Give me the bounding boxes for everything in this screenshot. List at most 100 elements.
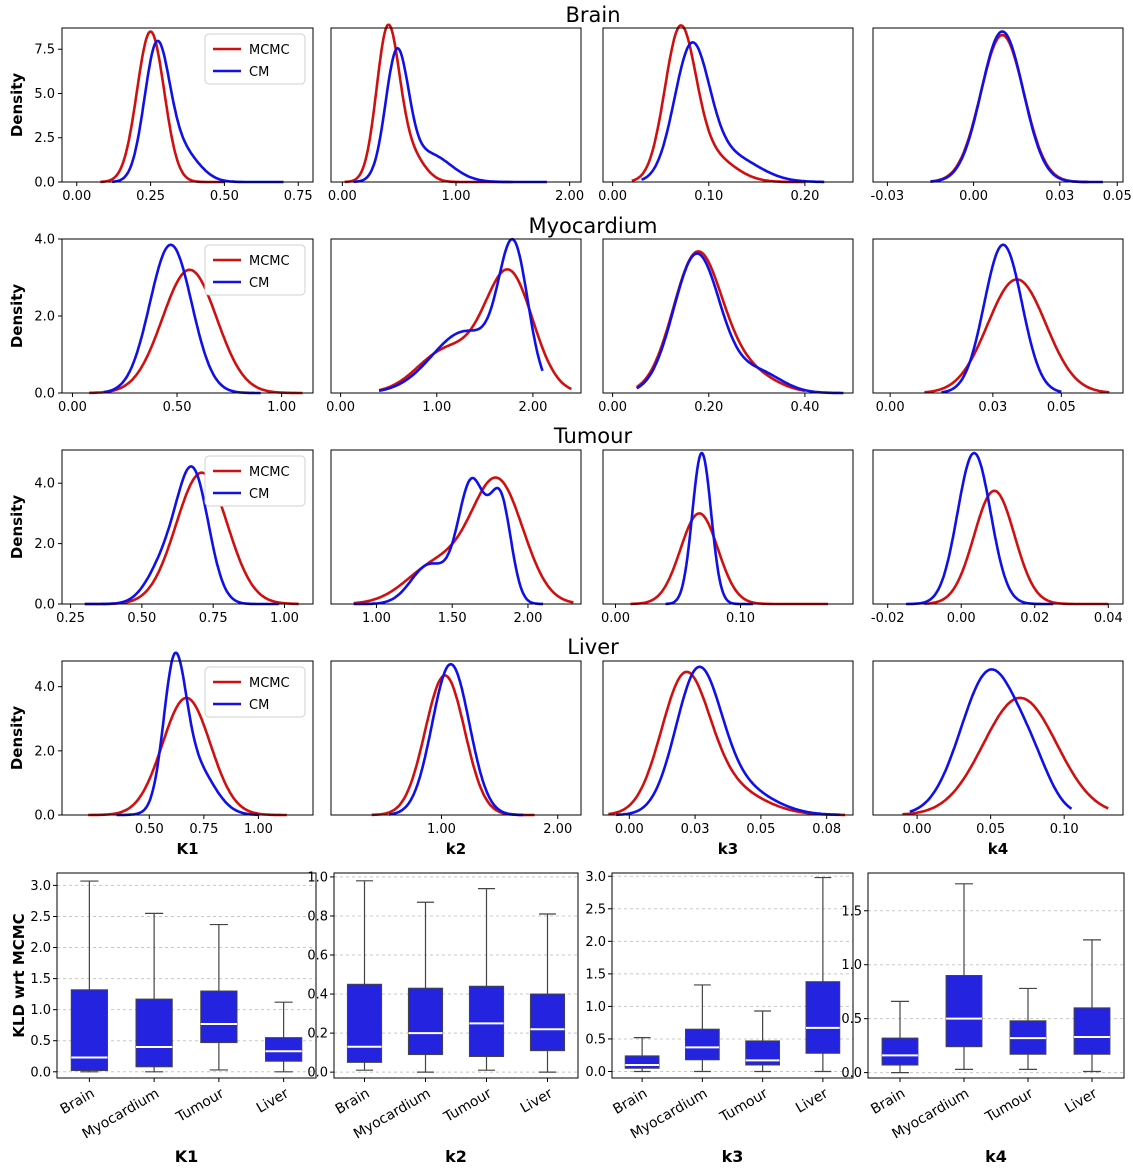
box [346,983,383,1063]
x-tick-label: 0.00 [601,611,630,626]
x-tick-label: 1.00 [422,400,451,415]
x-tick-label: 2.00 [513,611,542,626]
x-tick-label: 0.40 [790,400,819,415]
box [805,981,841,1054]
y-tick-label: 1.5 [841,904,862,919]
density-panel: 0.00 1.00 2.00 [326,237,582,415]
axes-frame [61,449,314,605]
axes-frame [872,27,1124,183]
x-tick-label: 0.25 [136,189,165,204]
density-curve [116,651,259,817]
density-curve [905,451,1054,606]
density-curve [635,250,806,393]
x-tick-label: 1.00 [427,822,456,837]
density-panel: 1.00 2.00 k2 [330,660,582,858]
density-curve [353,476,574,605]
axes-frame [867,872,1125,1079]
density-panel: 0.00 0.05 0.10 k4 [872,660,1124,858]
x-tick-label: 0.00 [615,822,644,837]
box [468,985,505,1058]
x-tick-label: 0.03 [681,822,710,837]
box [135,998,173,1068]
axes-frame [602,449,854,605]
y-tick-label: 0.2 [307,1027,328,1042]
category-label: Liver [1062,1085,1100,1116]
y-tick-label: 0.0 [34,809,55,824]
x-tick-label: 0.00 [62,189,91,204]
y-axis-label: Density [8,284,26,349]
x-tick-label: 0.04 [1094,611,1123,626]
x-tick-label: 0.00 [598,189,627,204]
box [529,993,566,1052]
x-tick-label: 0.00 [58,400,87,415]
y-tick-label: 0.4 [307,988,328,1003]
x-tick-label: 0.25 [56,611,85,626]
legend-label: CM [249,276,269,291]
x-tick-label: 2.00 [543,822,572,837]
y-tick-label: 3.0 [30,879,51,894]
density-panel: 0.00 0.25 0.50 0.75 0.0 2.5 5.0 7.5 Density MCMC C… [8,27,314,204]
density-panel: 0.00 0.03 0.05 0.08 k3 [602,660,854,858]
category-label: Liver [793,1085,831,1116]
box [881,1037,919,1066]
category-label: Liver [518,1085,556,1116]
density-curve [909,668,1073,813]
x-tick-label: 0.10 [694,189,723,204]
density-panel: 0.00 1.00 2.00 [328,23,584,204]
density-curve [89,268,303,395]
y-tick-label: 4.0 [34,680,55,695]
axes-frame [330,238,582,394]
row-title: Brain [565,3,620,27]
x-tick-label: 1.00 [267,400,296,415]
category-label: Brain [610,1086,650,1118]
legend-label: MCMC [249,43,290,58]
legend-label: CM [249,698,269,713]
axes-frame [56,872,317,1079]
axes-frame [872,238,1124,394]
category-label: Brain [58,1086,98,1118]
density-curve [924,278,1110,394]
axes-frame [872,660,1124,816]
x-tick-label: 2.00 [518,400,547,415]
y-tick-label: 2.0 [34,310,55,325]
x-tick-label: 0.00 [326,400,355,415]
category-label: Tumour [717,1085,771,1126]
y-tick-label: 0.5 [30,1034,51,1049]
axes-frame [61,660,314,816]
y-tick-label: 1.0 [585,1000,606,1015]
y-tick-label: 2.0 [34,537,55,552]
x-tick-label: 0.50 [163,400,192,415]
x-axis-label: K1 [176,840,198,858]
x-axis-label: K1 [175,1147,199,1166]
y-tick-label: 2.0 [34,744,55,759]
x-axis-label: k3 [718,840,738,858]
y-tick-label: 1.0 [307,870,328,885]
x-tick-label: 0.50 [135,822,164,837]
x-axis-label: k4 [988,840,1008,858]
density-curve [103,243,261,395]
y-tick-label: 4.0 [34,233,55,248]
y-tick-label: 1.5 [585,967,606,982]
x-tick-label: 0.02 [1020,611,1049,626]
x-tick-label: -0.03 [871,189,905,204]
x-tick-label: 0.05 [1103,189,1132,204]
category-label: Brain [333,1086,373,1118]
box [685,1028,720,1061]
axes-frame [330,449,582,605]
density-curve [630,512,829,606]
axes-frame [602,238,854,394]
x-tick-label: 0.08 [812,822,841,837]
density-panel: 0.00 0.03 0.05 [872,238,1124,415]
row-title: Myocardium [528,214,657,238]
x-tick-label: 0.75 [189,822,218,837]
x-axis-label: k3 [722,1147,744,1166]
y-tick-label: 1.5 [30,972,51,987]
y-tick-label: 0.0 [841,1066,862,1081]
y-axis-label: Density [8,73,26,138]
y-tick-label: 0.0 [307,1066,328,1081]
density-curve [940,243,1062,394]
